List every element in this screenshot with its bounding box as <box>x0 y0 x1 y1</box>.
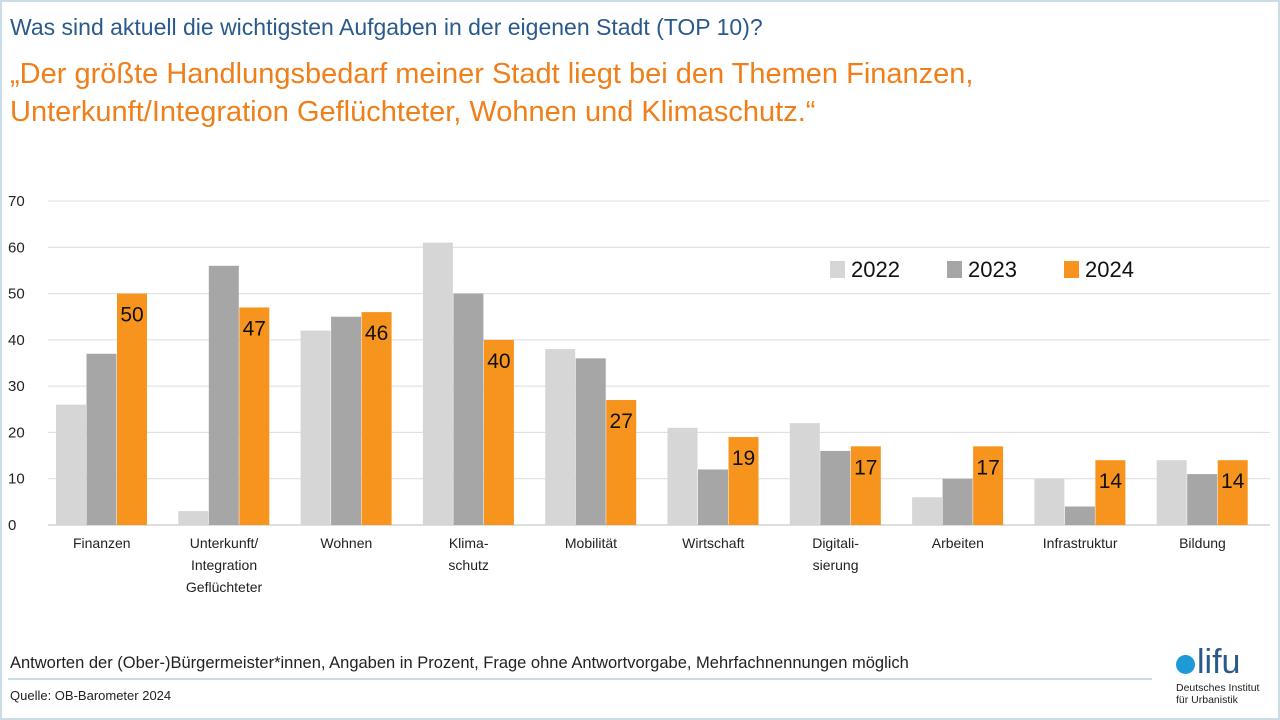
y-tick-label: 0 <box>8 517 16 534</box>
category-label: Wohnen <box>320 535 372 551</box>
logo-subtitle-line-2: für Urbanistik <box>1176 694 1238 706</box>
data-label: 47 <box>243 317 266 340</box>
bar-2022 <box>667 427 698 525</box>
bar-2022 <box>912 497 943 525</box>
difu-logo: lifu Deutsches Institut für Urbanistik <box>1176 645 1276 717</box>
footer-divider <box>8 678 1152 680</box>
category-label: Infrastruktur <box>1043 535 1118 551</box>
data-label: 46 <box>365 322 388 345</box>
y-tick-label: 50 <box>8 286 25 303</box>
category-label: Mobilität <box>565 535 617 551</box>
bar-chart: 0 10 20 30 40 50 60 70 50 Finanzen 47 Unterkunft/In… <box>8 193 1270 595</box>
category-label: Wirtschaft <box>682 535 744 551</box>
category-label: Integration <box>191 557 257 573</box>
y-tick-label: 40 <box>8 332 25 349</box>
category-label: sierung <box>813 557 859 573</box>
category-label: Klima- <box>449 535 489 551</box>
bar-2023 <box>698 469 728 525</box>
category-label: Arbeiten <box>932 535 984 551</box>
bar-2022 <box>1156 460 1187 525</box>
category-label: Unterkunft/ <box>190 535 259 551</box>
bar-2022 <box>178 511 209 525</box>
bar-2024 <box>606 400 637 525</box>
bar-2023 <box>208 265 239 525</box>
legend-label-2022: 2022 <box>851 257 900 282</box>
category-label: Geflüchteter <box>186 579 263 595</box>
data-label: 14 <box>1099 470 1123 493</box>
bar-2023 <box>1064 506 1095 525</box>
y-tick-label: 60 <box>8 239 25 256</box>
bar-2024 <box>117 293 147 525</box>
bar-2024 <box>1095 460 1126 525</box>
logo-dot-icon <box>1176 655 1195 674</box>
bar-2022 <box>1034 478 1065 525</box>
bar-2022 <box>545 349 576 525</box>
bar-2023 <box>453 293 484 525</box>
bar-2024 <box>1217 460 1248 525</box>
logo-text: lifu <box>1197 643 1241 681</box>
data-label: 19 <box>732 447 755 470</box>
bar-2023 <box>331 316 362 525</box>
category-label: Digitali- <box>812 535 859 551</box>
bar-2023 <box>575 358 606 525</box>
quote-line-2: Unterkunft/Integration Geflüchteter, Woh… <box>10 96 816 128</box>
question-title: Was sind aktuell die wichtigsten Aufgabe… <box>10 14 763 40</box>
legend-swatch-2022 <box>830 261 845 278</box>
data-label: 50 <box>120 304 143 327</box>
bar-2023 <box>1187 474 1218 525</box>
bar-2022 <box>422 242 453 525</box>
legend-swatch-2024 <box>1064 261 1079 278</box>
logo-subtitle: Deutsches Institut für Urbanistik <box>1176 682 1259 706</box>
logo-mark: lifu <box>1176 645 1240 679</box>
bar-2024 <box>973 446 1004 525</box>
bar-2022 <box>789 423 820 525</box>
data-label: 14 <box>1221 470 1245 493</box>
quote-headline: „Der größte Handlungsbedarf meiner Stadt… <box>10 55 973 131</box>
source-note: Quelle: OB-Barometer 2024 <box>10 688 172 703</box>
data-label: 17 <box>854 456 877 479</box>
category-label: schutz <box>448 557 488 573</box>
bar-2024 <box>239 307 270 525</box>
bar-2023 <box>942 478 973 525</box>
y-tick-label: 10 <box>8 471 25 488</box>
legend-swatch-2023 <box>947 261 962 278</box>
y-tick-label: 20 <box>8 424 25 441</box>
y-tick-label: 70 <box>8 193 25 210</box>
data-label: 27 <box>610 410 633 433</box>
bar-2024 <box>483 339 514 525</box>
logo-subtitle-line-1: Deutsches Institut <box>1176 682 1260 694</box>
data-label: 17 <box>976 456 999 479</box>
y-tick-label: 30 <box>8 378 25 395</box>
bar-2024 <box>728 437 759 525</box>
bar-2022 <box>300 330 331 525</box>
footnote: Antworten der (Ober-)Bürgermeister*innen… <box>10 654 909 672</box>
category-label: Finanzen <box>73 535 131 551</box>
category-label: Bildung <box>1179 535 1226 551</box>
bar-2023 <box>86 353 117 525</box>
bar-2024 <box>850 446 881 525</box>
quote-line-1: „Der größte Handlungsbedarf meiner Stadt… <box>10 58 974 90</box>
legend-label-2024: 2024 <box>1085 257 1134 282</box>
bar-2023 <box>820 450 851 525</box>
data-label: 40 <box>487 350 510 373</box>
legend-label-2023: 2023 <box>968 257 1017 282</box>
bar-2024 <box>361 312 392 525</box>
bar-2022 <box>56 404 86 525</box>
